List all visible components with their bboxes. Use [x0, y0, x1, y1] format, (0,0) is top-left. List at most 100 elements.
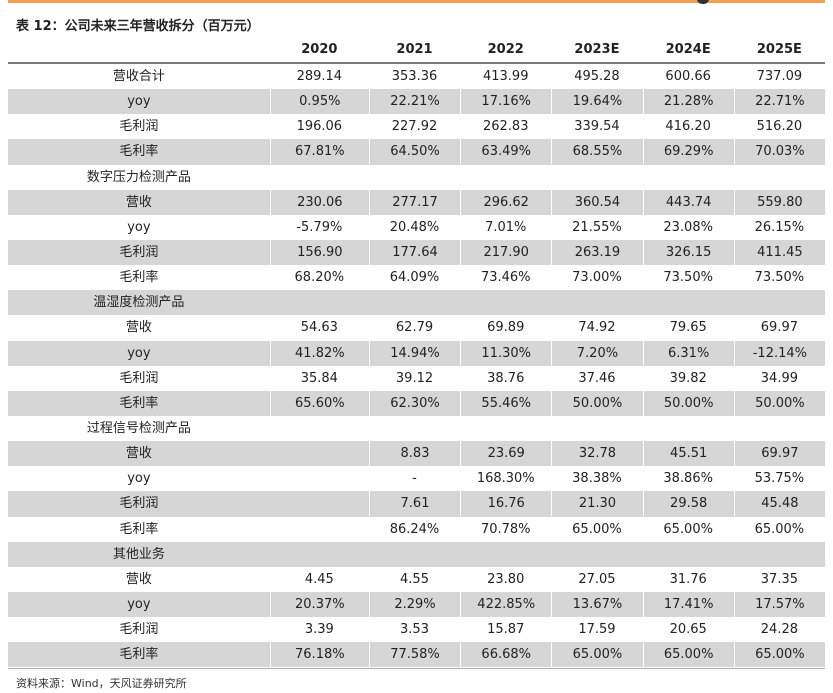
value-cell: 11.30%: [460, 340, 551, 366]
value-cell: 65.00%: [663, 521, 713, 537]
value-cell: 31.76: [669, 571, 707, 587]
value-cell: 168.30%: [476, 471, 535, 487]
value-cell: 73.50%: [663, 270, 713, 286]
value-cell: 32.78: [551, 441, 642, 467]
value-cell: 196.06: [296, 119, 343, 135]
table-row: yoy -5.79% 20.48% 7.01% 21.55% 23.08% 26.15%: [8, 215, 825, 240]
value-cell: 54.63: [300, 320, 338, 336]
value-cell: 70.03%: [733, 139, 825, 165]
value-cell: 156.90: [269, 240, 369, 266]
row-label: 毛利润: [119, 370, 159, 386]
row-label: 营收合计: [112, 69, 165, 85]
value-cell: 73.00%: [572, 270, 622, 286]
value-cell: 289.14: [296, 69, 343, 85]
table-bottom-rule: [8, 668, 825, 669]
header-cell: [8, 38, 270, 62]
row-label: 毛利率: [119, 144, 159, 160]
value-cell: 65.00%: [754, 521, 805, 537]
value-cell: 38.38%: [572, 471, 622, 487]
value-cell: 65.60%: [269, 390, 369, 416]
table-row: 毛利润 156.90 177.64 217.90 263.19 326.15 411.45: [8, 239, 825, 266]
value-cell: 55.46%: [460, 390, 551, 416]
value-cell: 17.41%: [642, 592, 734, 618]
table-row: 营收 8.83 23.69 32.78 45.51 69.97: [8, 441, 825, 467]
value-cell: 73.46%: [480, 270, 531, 286]
table-row: 毛利润 196.06 227.92 262.83 339.54 416.20 516.20: [8, 114, 825, 139]
table-header-row: 2020 2021 2022 2023E 2024E 2025E: [8, 38, 825, 64]
value-cell: 23.08%: [663, 219, 713, 235]
value-cell: 50.00%: [551, 390, 642, 416]
value-cell: 73.50%: [754, 270, 805, 286]
row-label: 营收: [125, 446, 152, 462]
row-label: 营收: [125, 194, 152, 210]
value-cell: 21.55%: [572, 219, 622, 235]
table-row: 营收 230.06 277.17 296.62 360.54 443.74 559.80: [8, 189, 825, 215]
value-cell: 353.36: [391, 69, 438, 85]
table-row: 毛利润 3.39 3.53 15.87 17.59 20.65 24.28: [8, 617, 825, 642]
value-cell: 22.71%: [733, 89, 825, 115]
value-cell: 7.01%: [485, 219, 527, 235]
value-cell: 360.54: [551, 189, 642, 215]
value-cell: 76.18%: [269, 642, 369, 668]
row-label: yoy: [127, 597, 151, 613]
value-cell: 737.09: [756, 69, 803, 85]
value-cell: 67.81%: [269, 139, 369, 165]
value-cell: 70.78%: [480, 521, 531, 537]
value-cell: 68.20%: [294, 270, 345, 286]
value-cell: 3.39: [304, 622, 334, 638]
value-cell: 0.95%: [269, 89, 369, 115]
table-row: 毛利润 7.61 16.76 21.30 29.58 45.48: [8, 491, 825, 517]
table-body: 营收合计 289.14 353.36 413.99 495.28 600.66 737.09…: [8, 64, 825, 668]
value-cell: 45.48: [733, 491, 825, 517]
value-cell: -5.79%: [296, 219, 343, 235]
value-cell: 66.68%: [460, 642, 551, 668]
row-label: 毛利润: [119, 496, 159, 512]
value-cell: 45.51: [642, 441, 734, 467]
value-cell: 277.17: [368, 189, 460, 215]
table-row: 营收 4.45 4.55 23.80 27.05 31.76 37.35: [8, 567, 825, 592]
value-cell: 516.20: [756, 119, 803, 135]
value-cell: 17.16%: [460, 89, 551, 115]
value-cell: 3.53: [400, 622, 429, 638]
revenue-breakdown-table: 2020 2021 2022 2023E 2024E 2025E 营收合计 289…: [8, 38, 825, 668]
row-label: yoy: [127, 219, 151, 235]
row-label: 毛利润: [119, 119, 159, 135]
row-label: 毛利润: [119, 245, 159, 261]
value-cell: 230.06: [269, 189, 369, 215]
top-accent-bar: [8, 0, 825, 3]
value-cell: 69.29%: [642, 139, 734, 165]
row-label: yoy: [127, 345, 151, 361]
table-row: 毛利率 76.18% 77.58% 66.68% 65.00% 65.00% 65.00%: [8, 642, 825, 668]
row-label: 毛利润: [119, 622, 159, 638]
value-cell: 4.45: [304, 571, 334, 587]
row-label: 毛利率: [119, 521, 159, 537]
table-row: 温湿度检测产品: [8, 290, 825, 316]
row-label: 毛利率: [119, 647, 159, 663]
value-cell: 422.85%: [460, 592, 551, 618]
value-cell: 326.15: [642, 240, 734, 266]
value-cell: 38.86%: [663, 471, 713, 487]
header-cell: 2021: [396, 42, 433, 57]
table-row: 过程信号检测产品: [8, 416, 825, 441]
value-cell: 39.82: [669, 370, 707, 386]
value-cell: 53.75%: [754, 471, 805, 487]
value-cell: 263.19: [551, 240, 642, 266]
row-label: 过程信号检测产品: [86, 421, 191, 437]
value-cell: 50.00%: [642, 390, 734, 416]
value-cell: 62.30%: [368, 390, 460, 416]
value-cell: 416.20: [665, 119, 711, 135]
row-label: yoy: [127, 471, 151, 487]
value-cell: 86.24%: [389, 521, 440, 537]
row-label: 毛利率: [119, 395, 159, 411]
table-row: 毛利率 65.60% 62.30% 55.46% 50.00% 50.00% 50.00%: [8, 390, 825, 416]
value-cell: -: [412, 471, 417, 487]
value-cell: 217.90: [460, 240, 551, 266]
header-cell: 2022: [487, 42, 524, 57]
value-cell: 443.74: [642, 189, 734, 215]
table-row: 营收合计 289.14 353.36 413.99 495.28 600.66 737.09: [8, 64, 825, 89]
value-cell: 559.80: [733, 189, 825, 215]
value-cell: 4.55: [400, 571, 429, 587]
table-row: yoy - 168.30% 38.38% 38.86% 53.75%: [8, 466, 825, 491]
value-cell: 37.35: [760, 571, 798, 587]
value-cell: 411.45: [733, 240, 825, 266]
